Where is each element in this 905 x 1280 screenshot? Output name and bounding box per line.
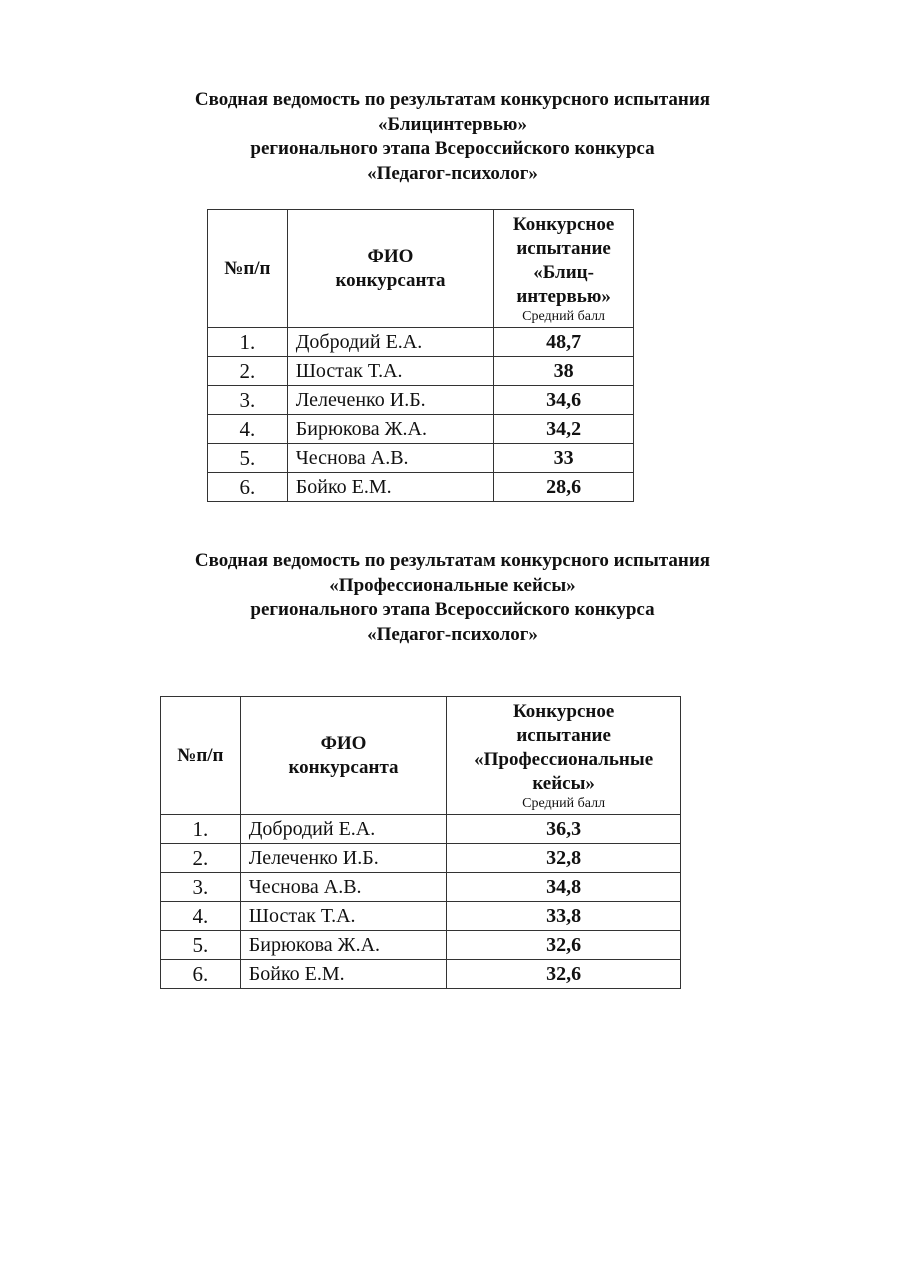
row-number: 4. [207,414,288,444]
header-fio: ФИО конкурсанта [286,209,495,328]
table-row: 1. Добродий Е.А. 36,3 [160,814,681,844]
average-score: 28,6 [493,472,634,502]
header-average-score: Средний балл [522,796,606,811]
average-score: 32,6 [446,959,681,989]
header-test-line: кейсы» [532,773,595,794]
header-fio: ФИО конкурсанта [239,696,448,815]
contestant-name: Лелеченко И.Б. [286,385,495,415]
contestant-name: Чеснова А.В. [286,443,495,473]
header-num: №п/п [160,696,241,815]
table-row: 3. Лелеченко И.Б. 34,6 [207,385,634,415]
header-test-line: Конкурсное [512,214,615,235]
table-row: 5. Чеснова А.В. 33 [207,443,634,473]
row-number: 5. [207,443,288,473]
average-score: 33,8 [446,901,681,931]
table-row: 6. Бойко Е.М. 28,6 [207,472,634,502]
header-test: Конкурсное испытание «Блиц-интервью» Средни… [493,209,634,328]
average-score: 34,8 [446,872,681,902]
contestant-name: Добродий Е.А. [286,327,495,357]
results-table-blitz-interview: №п/п ФИО конкурсанта Конкурсное испытание «Бл… [207,209,634,502]
header-average-score: Средний балл [522,309,606,324]
header-test-line: «Блиц- [533,262,594,283]
contestant-name: Шостак Т.А. [239,901,448,931]
average-score: 48,7 [493,327,634,357]
contestant-name: Бирюкова Ж.А. [286,414,495,444]
average-score: 36,3 [446,814,681,844]
average-score: 34,2 [493,414,634,444]
header-fio-line: ФИО [367,245,414,267]
title-line: «Профессиональные кейсы» [329,574,576,596]
row-number: 2. [160,843,241,873]
header-test-line: испытание [516,725,611,746]
section-2-title: Сводная ведомость по результатам конкурс… [0,549,905,647]
title-line: Сводная ведомость по результатам конкурс… [194,89,711,110]
table-row: 5. Бирюкова Ж.А. 32,6 [160,930,681,960]
table-row: 2. Шостак Т.А. 38 [207,356,634,386]
average-score: 33 [493,443,634,473]
header-test-line: испытание [516,238,611,259]
contestant-name: Бирюкова Ж.А. [239,930,448,960]
title-line: «Педагог-психолог» [367,162,538,184]
header-test-line: интервью» [516,286,611,307]
contestant-name: Чеснова А.В. [239,872,448,902]
table-row: 2. Лелеченко И.Б. 32,8 [160,843,681,873]
row-number: 2. [207,356,288,386]
row-number: 6. [160,959,241,989]
header-fio-line: конкурсанта [335,269,446,291]
average-score: 38 [493,356,634,386]
contestant-name: Бойко Е.М. [239,959,448,989]
title-line: регионального этапа Всероссийского конку… [250,599,655,620]
average-score: 32,8 [446,843,681,873]
table-row: 6. Бойко Е.М. 32,6 [160,959,681,989]
average-score: 32,6 [446,930,681,960]
row-number: 1. [160,814,241,844]
table-row: 4. Шостак Т.А. 33,8 [160,901,681,931]
title-line: «Блицинтервью» [378,113,527,135]
header-num: №п/п [207,209,288,328]
title-line: Сводная ведомость по результатам конкурс… [194,550,711,571]
header-row: №п/п ФИО конкурсанта Конкурсное испытание «Бл… [207,209,634,328]
header-test-line: Конкурсное [512,701,615,722]
row-number: 6. [207,472,288,502]
header-test-line: «Профессиональные [474,749,654,770]
contestant-name: Добродий Е.А. [239,814,448,844]
results-table-professional-cases: №п/п ФИО конкурсанта Конкурсное испытание «Пр… [160,696,681,989]
header-row: №п/п ФИО конкурсанта Конкурсное испытание «Пр… [160,696,681,815]
row-number: 1. [207,327,288,357]
header-test: Конкурсное испытание «Профессиональные кейс… [446,696,681,815]
row-number: 3. [207,385,288,415]
section-1-title: Сводная ведомость по результатам конкурс… [0,88,905,186]
row-number: 5. [160,930,241,960]
row-number: 3. [160,872,241,902]
title-line: регионального этапа Всероссийского конку… [250,138,655,159]
header-fio-line: ФИО [320,732,367,754]
table-row: 4. Бирюкова Ж.А. 34,2 [207,414,634,444]
average-score: 34,6 [493,385,634,415]
title-line: «Педагог-психолог» [367,623,538,645]
contestant-name: Бойко Е.М. [286,472,495,502]
header-fio-line: конкурсанта [288,756,399,778]
table-row: 1. Добродий Е.А. 48,7 [207,327,634,357]
contestant-name: Шостак Т.А. [286,356,495,386]
table-row: 3. Чеснова А.В. 34,8 [160,872,681,902]
contestant-name: Лелеченко И.Б. [239,843,448,873]
row-number: 4. [160,901,241,931]
